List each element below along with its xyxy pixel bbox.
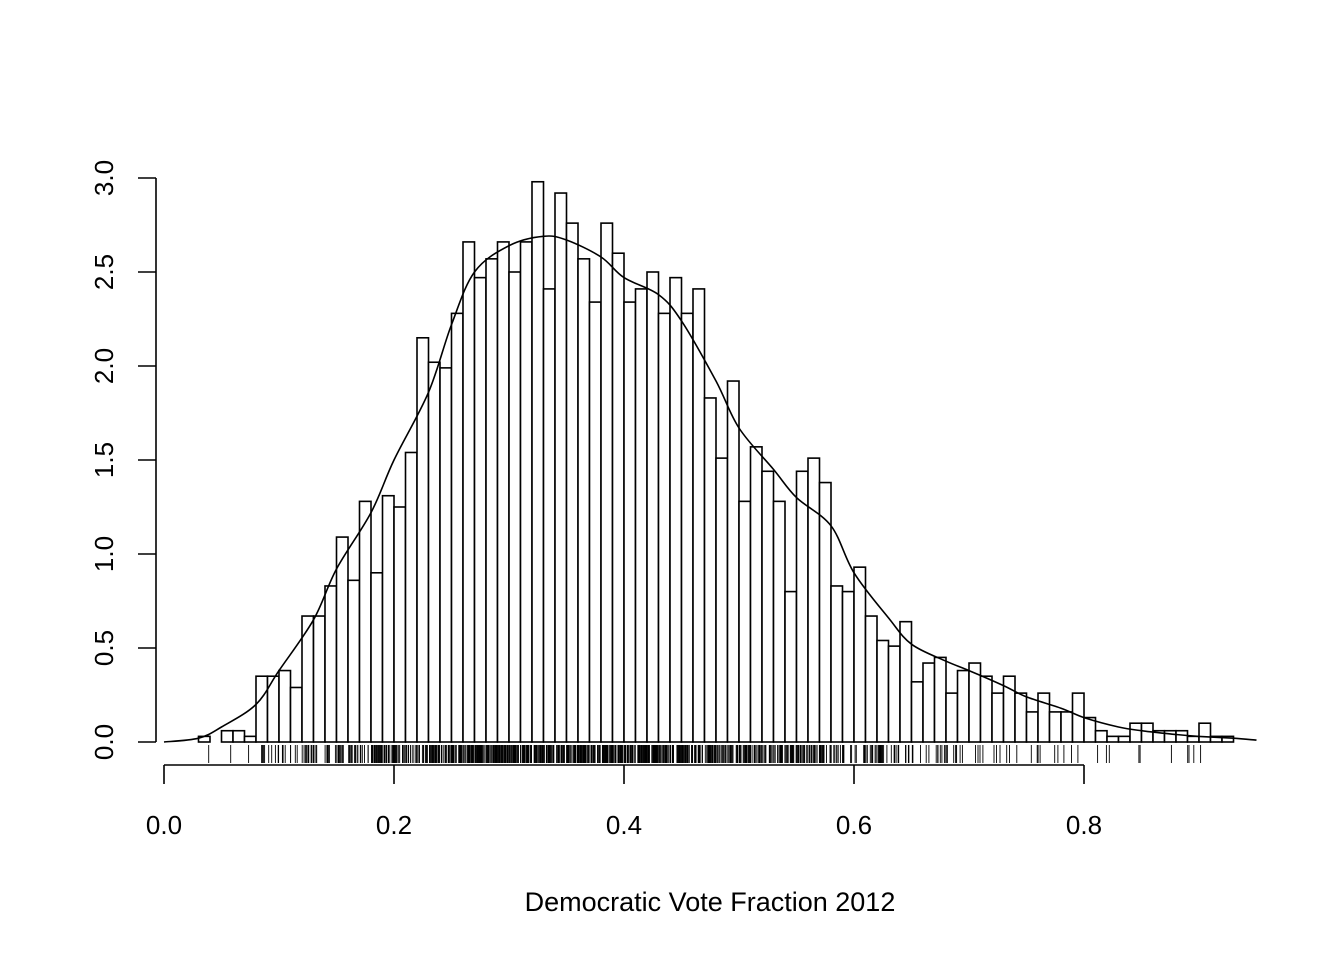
histogram-bar	[381, 494, 395, 743]
histogram-bar	[795, 470, 809, 743]
y-tick-label: 1.0	[89, 536, 119, 572]
histogram-bar	[554, 192, 568, 743]
histogram-bar	[358, 500, 372, 743]
y-tick-label: 2.0	[89, 348, 119, 384]
density-curve	[163, 235, 1257, 743]
histogram-bar	[634, 288, 648, 743]
histogram-bar	[496, 241, 510, 743]
histogram-bar	[1014, 692, 1028, 743]
rug-ticks	[208, 745, 1202, 763]
histogram-bar	[657, 312, 671, 743]
histogram-bar	[427, 361, 441, 743]
histogram-bar	[772, 500, 786, 743]
y-tick-label: 0.5	[89, 630, 119, 666]
histogram-bar	[542, 288, 556, 743]
histogram-bar	[370, 571, 384, 743]
histogram-bar	[922, 662, 936, 743]
y-tick-label: 3.0	[89, 160, 119, 196]
histogram-bars	[197, 180, 1235, 743]
histogram-bar	[680, 312, 694, 743]
histogram-bar	[600, 222, 614, 743]
histogram-bar	[588, 301, 602, 743]
histogram-bar	[439, 367, 453, 743]
histogram-bar	[450, 312, 464, 743]
x-axis: 0.0 0.2 0.4 0.6 0.8	[146, 764, 1102, 840]
x-tick-label: 0.8	[1066, 810, 1102, 840]
histogram-bar	[623, 301, 637, 743]
histogram-bar	[761, 470, 775, 743]
histogram-bar	[1198, 722, 1212, 743]
histogram-bar	[784, 590, 798, 743]
histogram-bar	[462, 241, 476, 743]
histogram-bar	[1129, 722, 1143, 743]
histogram-bar	[956, 669, 970, 743]
histogram-bar	[1106, 735, 1120, 743]
y-tick-label: 0.0	[89, 724, 119, 760]
histogram-bar	[255, 675, 269, 743]
histogram-bar	[853, 566, 867, 743]
histogram-bar	[519, 241, 533, 743]
y-tick-label: 1.5	[89, 442, 119, 478]
histogram-bar	[749, 446, 763, 743]
x-tick-label: 0.0	[146, 810, 182, 840]
x-tick-label: 0.2	[376, 810, 412, 840]
histogram-bar	[232, 729, 246, 743]
histogram-bar	[335, 536, 349, 743]
histogram-bar	[473, 276, 487, 743]
histogram-bar	[220, 729, 234, 743]
histogram-bar	[1163, 729, 1177, 743]
x-axis-title: Democratic Vote Fraction 2012	[525, 887, 896, 917]
histogram-bar	[807, 457, 821, 743]
histogram-bar	[979, 675, 993, 743]
histogram-bar	[243, 735, 257, 743]
x-tick-label: 0.4	[606, 810, 642, 840]
histogram-bar	[933, 656, 947, 743]
histogram-bar	[945, 692, 959, 743]
histogram-bar	[738, 500, 752, 743]
histogram-bar	[485, 258, 499, 743]
histogram-bar	[1048, 711, 1062, 743]
histogram-bar	[577, 258, 591, 743]
histogram-bar	[1094, 729, 1108, 743]
histogram-bar	[841, 590, 855, 743]
y-axis: 0.0 0.5 1.0 1.5 2.0 2.5 3.0	[89, 160, 157, 760]
histogram-bar	[1186, 735, 1200, 743]
histogram-bar	[1025, 711, 1039, 743]
histogram-bar	[646, 271, 660, 743]
histogram-bar	[864, 615, 878, 743]
histogram-bar	[393, 506, 407, 743]
histogram-bar	[1060, 711, 1074, 743]
x-tick-label: 0.6	[836, 810, 872, 840]
histogram-bar	[715, 457, 729, 743]
histogram-bar	[830, 585, 844, 743]
histogram-bar	[565, 222, 579, 743]
histogram-bar	[876, 639, 890, 743]
histogram-bar	[726, 380, 740, 743]
histogram-bar	[1037, 692, 1051, 743]
histogram-bar	[1175, 729, 1189, 743]
histogram-bar	[289, 686, 303, 743]
histogram-bar	[991, 692, 1005, 743]
histogram-bar	[508, 271, 522, 743]
histogram-bar	[1221, 735, 1235, 743]
histogram-bar	[669, 276, 683, 743]
histogram-bar	[1083, 716, 1097, 743]
histogram-bar	[416, 336, 430, 743]
histogram-bar	[312, 615, 326, 743]
histogram-bar	[404, 451, 418, 743]
histogram-bar	[531, 180, 545, 743]
histogram-bar	[278, 669, 292, 743]
histogram-bar	[887, 645, 901, 743]
y-tick-label: 2.5	[89, 254, 119, 290]
histogram-bar	[910, 681, 924, 743]
histogram-bar	[611, 252, 625, 743]
histogram-bar	[1117, 735, 1131, 743]
histogram-bar	[818, 481, 832, 743]
histogram-bar	[347, 579, 361, 743]
histogram-bar	[703, 397, 717, 743]
histogram-bar	[324, 585, 338, 743]
